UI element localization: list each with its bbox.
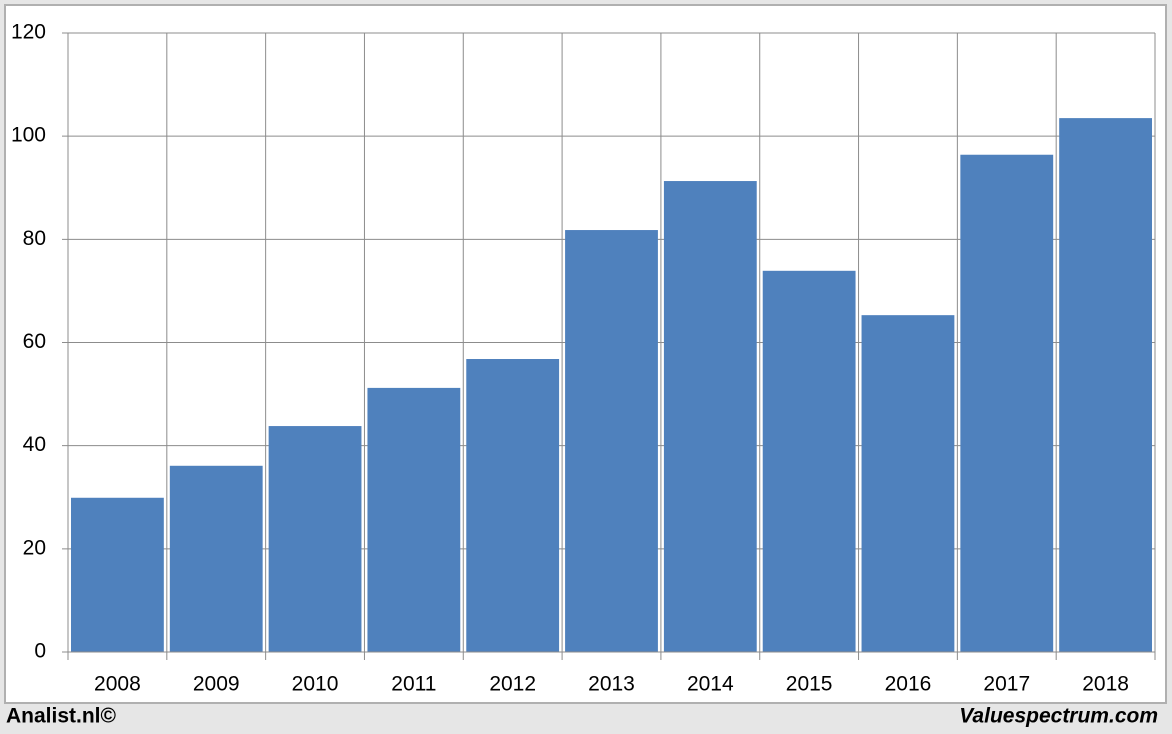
bar [1059, 118, 1152, 653]
y-tick-label: 80 [23, 227, 46, 250]
y-tick-label: 100 [11, 124, 46, 147]
source-left: Analist.nl© [6, 705, 117, 728]
x-tick-label: 2018 [1082, 673, 1129, 696]
x-tick-label: 2012 [489, 673, 536, 696]
x-tick-label: 2016 [885, 673, 932, 696]
bar [466, 359, 560, 652]
y-tick-label: 120 [11, 21, 46, 44]
bar [367, 387, 461, 652]
x-tick-label: 2009 [193, 673, 240, 696]
bar [960, 154, 1054, 652]
x-tick-label: 2008 [94, 673, 141, 696]
y-tick-label: 0 [34, 640, 46, 663]
bar [71, 497, 164, 652]
x-tick-label: 2017 [983, 673, 1030, 696]
y-tick-label: 60 [23, 330, 46, 353]
bar [762, 270, 856, 652]
y-tick-label: 20 [23, 536, 46, 559]
x-tick-label: 2010 [292, 673, 339, 696]
x-tick-label: 2013 [588, 673, 635, 696]
x-tick-label: 2014 [687, 673, 734, 696]
bar [663, 181, 757, 652]
bar [268, 426, 362, 652]
bar [565, 230, 658, 652]
bar [169, 465, 263, 652]
x-tick-label: 2015 [786, 673, 833, 696]
x-tick-label: 2011 [391, 673, 436, 696]
bar [861, 315, 955, 652]
y-tick-label: 40 [23, 433, 46, 456]
source-right: Valuespectrum.com [959, 705, 1158, 728]
